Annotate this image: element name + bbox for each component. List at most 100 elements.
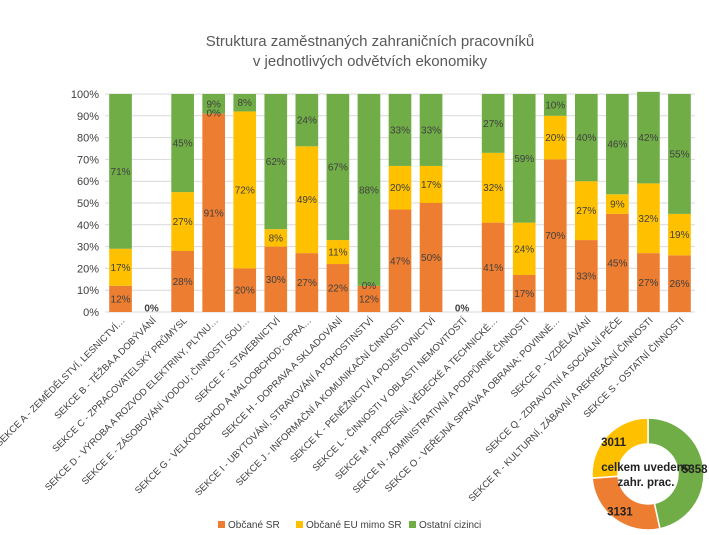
legend-entry: Občané EU mimo SR <box>306 520 402 531</box>
bar-segment <box>543 115 567 160</box>
bar-segment <box>357 285 381 312</box>
pie-slice <box>647 417 705 530</box>
data-label: 42% <box>638 133 658 144</box>
data-label: 33% <box>421 125 441 136</box>
data-label: 20% <box>235 286 255 297</box>
bar-segment <box>512 94 536 223</box>
bar-segment <box>543 159 567 312</box>
data-label: 27% <box>297 278 317 289</box>
data-label: 17% <box>111 263 131 274</box>
data-label: 50% <box>421 253 441 264</box>
y-tick-label: 20% <box>77 263 99 275</box>
category-label: SEKCE C - ZPRACOVATELSKÝ PRŮMYSL <box>50 315 190 455</box>
data-label: 8% <box>238 98 253 109</box>
data-label: 24% <box>514 244 534 255</box>
data-label: 91% <box>204 208 224 219</box>
data-label: 17% <box>514 289 534 300</box>
data-label: 47% <box>390 256 410 267</box>
bar-segment <box>295 94 319 147</box>
data-label: 45% <box>607 258 627 269</box>
data-label: 12% <box>111 294 131 305</box>
data-label: 41% <box>483 263 503 274</box>
pie-center-label-line2: zahr. prac. <box>618 477 675 489</box>
y-tick-label: 50% <box>77 198 99 210</box>
y-tick-label: 90% <box>77 111 99 123</box>
data-label: 32% <box>638 214 658 225</box>
data-label: 9% <box>206 99 221 110</box>
data-label: 9% <box>610 200 625 211</box>
bar-segment <box>481 222 505 312</box>
data-label: 11% <box>328 248 347 259</box>
bar-segment <box>388 209 412 312</box>
data-label: 0% <box>144 304 159 315</box>
data-label: 0% <box>206 109 221 120</box>
bar-segment <box>202 94 226 114</box>
y-tick-label: 100% <box>71 89 99 101</box>
bar-segment <box>668 255 691 312</box>
bar-segment <box>419 94 443 166</box>
bar-segment <box>668 213 691 256</box>
legend-entry: Občané SR <box>228 520 280 531</box>
bar-segment <box>512 222 536 275</box>
bar-segment <box>171 192 194 251</box>
data-label: 32% <box>483 183 503 194</box>
bar-segment <box>171 94 194 193</box>
data-labels: 12%17%71%0%28%27%45%91%0%9%20%72%8%30%8%… <box>111 98 690 314</box>
data-label: 27% <box>576 206 596 217</box>
data-label: 8% <box>269 233 284 244</box>
bar-segment <box>233 111 257 269</box>
pie-center-label-line1: celkem uvedeno <box>601 462 690 474</box>
pie-slice-label: 3011 <box>601 437 627 449</box>
bar-segment <box>326 94 350 241</box>
y-tick-label: 40% <box>77 220 99 232</box>
bar-segment <box>574 94 598 182</box>
y-tick-label: 70% <box>77 154 99 166</box>
bar-segment <box>295 146 319 254</box>
bar-segment <box>264 94 288 230</box>
bar-segment <box>202 113 226 313</box>
bar-segment <box>326 240 350 265</box>
bar-segment <box>606 94 629 195</box>
chart-subtitle: v jednotlivých odvětvích ekonomiky <box>253 53 488 70</box>
data-label: 46% <box>607 140 627 151</box>
bar-segment <box>481 152 505 223</box>
legend-swatch <box>296 521 303 528</box>
bars <box>109 91 691 313</box>
bar-segment <box>264 229 288 247</box>
bar-segment <box>637 183 660 254</box>
bar-segment <box>637 91 660 184</box>
bar-segment <box>109 285 132 312</box>
pie-slice <box>591 417 649 479</box>
legend-entry: Ostatní cizinci <box>419 520 481 531</box>
y-tick-label: 80% <box>77 133 99 145</box>
data-label: 26% <box>669 279 689 290</box>
data-label: 27% <box>483 119 503 130</box>
data-label: 59% <box>514 154 534 165</box>
bar-segment <box>171 250 194 312</box>
data-label: 28% <box>173 277 193 288</box>
bar-segment <box>233 268 257 312</box>
data-label: 27% <box>173 217 193 228</box>
data-label: 20% <box>390 183 410 194</box>
data-label: 0% <box>362 281 377 292</box>
data-label: 12% <box>359 294 379 305</box>
data-label: 67% <box>328 163 348 174</box>
bar-segment <box>109 248 132 286</box>
y-tick-label: 10% <box>77 285 99 297</box>
data-label: 62% <box>266 157 286 168</box>
bar-segment <box>481 94 505 153</box>
chart-title: Struktura zaměstnaných zahraničních prac… <box>206 33 535 50</box>
bar-segment <box>388 165 412 210</box>
bar-segment <box>388 94 412 166</box>
data-label: 0% <box>455 304 470 315</box>
pie-chart: 5358 3131 3011 celkem uvedeno zahr. prac. <box>591 417 708 531</box>
data-label: 24% <box>297 116 317 127</box>
data-label: 17% <box>421 180 441 191</box>
data-label: 70% <box>545 231 565 242</box>
bar-segment <box>668 94 691 214</box>
data-label: 71% <box>111 167 131 178</box>
y-axis-ticks: 0% 10% 20% 30% 40% 50% 60% 70% 80% 90% 100% <box>71 89 99 319</box>
bar-segment <box>357 94 381 286</box>
legend: Občané SR Občané EU mimo SR Ostatní cizinc… <box>218 520 481 531</box>
